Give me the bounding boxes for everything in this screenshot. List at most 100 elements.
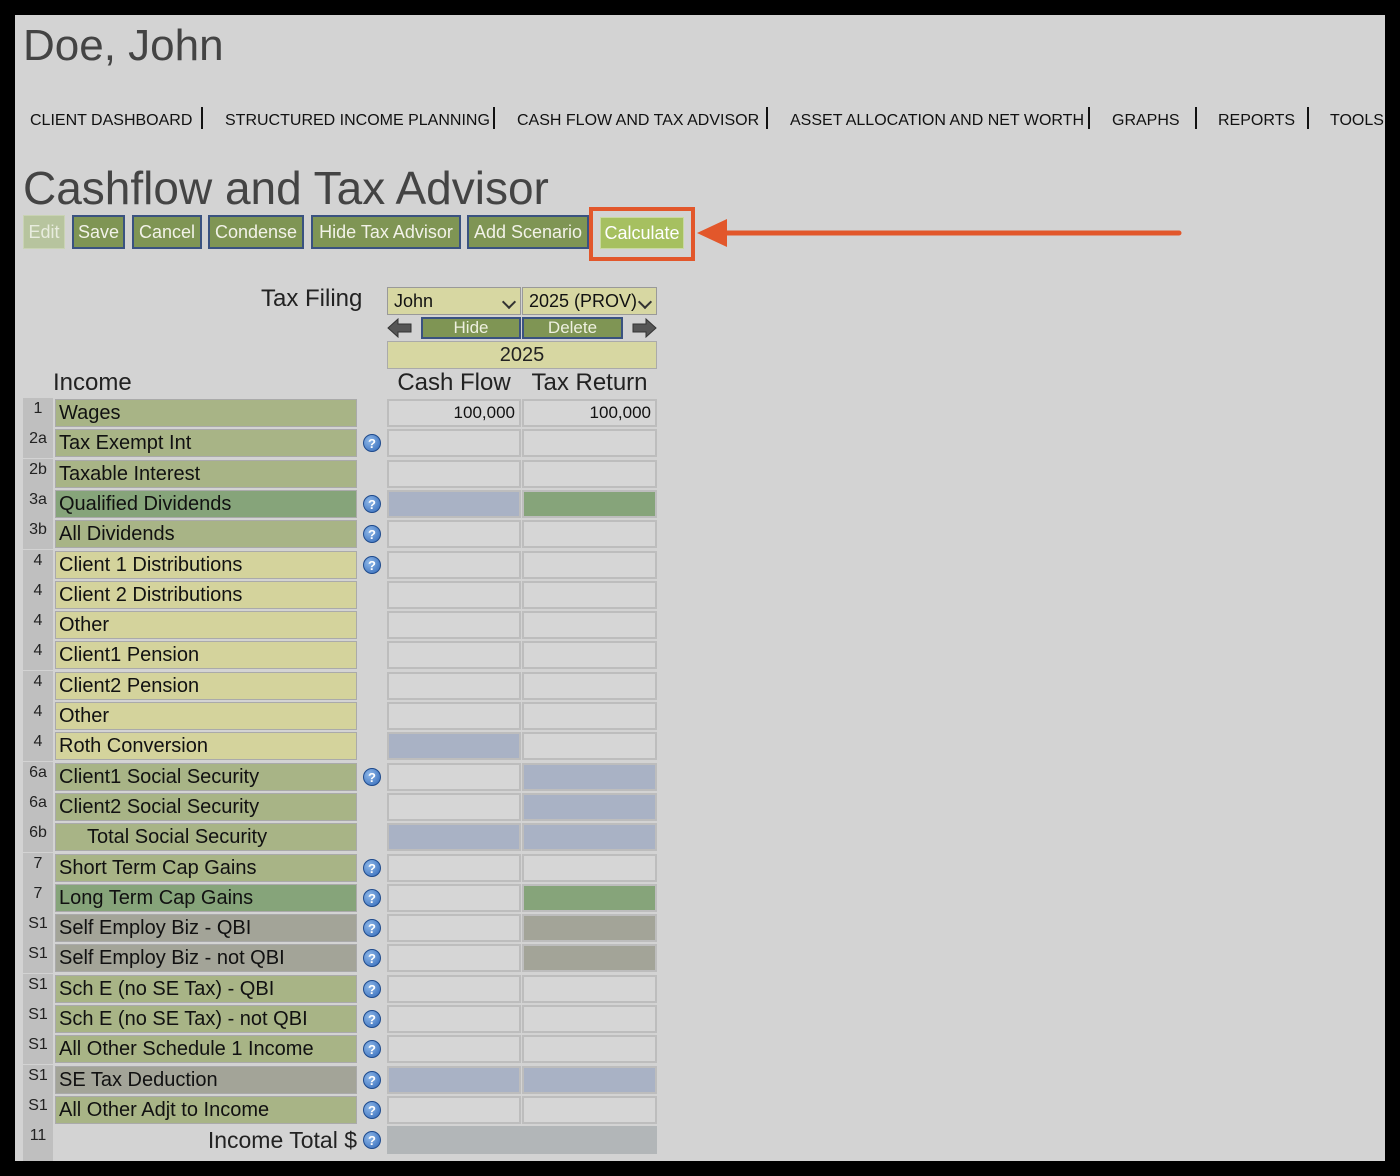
nav-client-dashboard[interactable]: CLIENT DASHBOARD	[30, 112, 193, 129]
help-icon[interactable]: ?	[363, 555, 381, 574]
tax-return-cell[interactable]	[522, 520, 657, 549]
help-icon[interactable]: ?	[363, 1010, 381, 1028]
help-icon[interactable]: ?	[363, 888, 381, 907]
line-number: S1	[23, 1064, 53, 1095]
condense-button[interactable]: Condense	[208, 215, 304, 249]
row-label: Other	[55, 611, 357, 640]
cash-flow-cell[interactable]	[387, 792, 521, 821]
row-label: Long Term Cap Gains	[55, 883, 357, 912]
tax-return-cell[interactable]	[522, 671, 657, 700]
nav-separator	[493, 107, 495, 129]
tax-return-cell[interactable]	[522, 1005, 657, 1033]
tax-return-cell[interactable]	[522, 1065, 657, 1094]
cash-flow-cell[interactable]	[387, 1095, 521, 1124]
arrow-right-icon[interactable]	[631, 318, 657, 338]
tax-return-cell[interactable]	[522, 459, 657, 488]
help-icon[interactable]: ?	[363, 919, 381, 938]
line-number: S1	[23, 1004, 53, 1034]
add-scenario-button[interactable]: Add Scenario	[467, 215, 589, 249]
help-icon[interactable]: ?	[363, 979, 381, 998]
tax-return-cell[interactable]	[522, 792, 657, 821]
table-row: S1 All Other Schedule 1 Income?	[15, 1034, 675, 1065]
table-row: 6b Total Social Security	[15, 822, 675, 853]
cash-flow-cell[interactable]	[387, 1065, 521, 1094]
tax-return-cell[interactable]	[522, 1035, 657, 1064]
tax-return-cell[interactable]	[522, 823, 657, 852]
chevron-down-icon	[637, 294, 653, 310]
tax-return-cell[interactable]	[522, 489, 657, 518]
tax-return-cell[interactable]	[522, 429, 657, 458]
cash-flow-cell[interactable]	[387, 1035, 521, 1064]
cash-flow-cell[interactable]	[387, 883, 521, 912]
delete-column-button[interactable]: Delete	[522, 317, 623, 339]
help-icon[interactable]: ?	[363, 858, 381, 877]
cash-flow-cell[interactable]	[387, 550, 521, 579]
cash-flow-cell[interactable]	[387, 853, 521, 882]
arrow-left-icon[interactable]	[387, 318, 413, 338]
line-number: 4	[23, 549, 53, 580]
nav-structured-income-planning[interactable]: STRUCTURED INCOME PLANNING	[225, 112, 490, 129]
cash-flow-cell[interactable]	[387, 489, 521, 518]
cash-flow-cell[interactable]	[387, 1005, 521, 1033]
help-icon[interactable]: ?	[363, 1100, 381, 1119]
line-number: 7	[23, 882, 53, 913]
cash-flow-cell[interactable]	[387, 974, 521, 1003]
edit-button[interactable]: Edit	[23, 215, 65, 249]
person-select[interactable]: John	[387, 287, 521, 315]
table-row: 4 Client2 Pension	[15, 670, 675, 701]
nav-tools[interactable]: TOOLS	[1330, 112, 1384, 129]
cash-flow-cell[interactable]	[387, 580, 521, 609]
tax-return-cell[interactable]	[522, 914, 657, 943]
hide-tax-advisor-button[interactable]: Hide Tax Advisor	[311, 215, 461, 249]
cash-flow-cell[interactable]	[387, 823, 521, 852]
help-icon[interactable]: ?	[363, 1131, 381, 1149]
nav-separator	[1088, 107, 1090, 129]
cash-flow-cell[interactable]	[387, 944, 521, 973]
help-icon[interactable]: ?	[363, 1040, 381, 1059]
tax-return-cell[interactable]	[522, 944, 657, 973]
tax-return-cell[interactable]	[522, 702, 657, 730]
tax-return-cell[interactable]	[522, 1095, 657, 1124]
help-icon[interactable]: ?	[363, 494, 381, 513]
nav-separator	[1195, 107, 1197, 129]
cash-flow-cell[interactable]	[387, 459, 521, 488]
tax-return-cell[interactable]: 100,000	[522, 399, 657, 427]
help-icon[interactable]: ?	[363, 434, 381, 453]
cash-flow-cell[interactable]	[387, 732, 521, 761]
nav-reports[interactable]: REPORTS	[1218, 112, 1296, 129]
nav-asset-allocation-net-worth[interactable]: ASSET ALLOCATION AND NET WORTH	[790, 112, 1084, 129]
cash-flow-cell[interactable]: 100,000	[387, 399, 521, 427]
help-icon[interactable]: ?	[363, 949, 381, 968]
tax-return-cell[interactable]	[522, 641, 657, 670]
calculate-button[interactable]: Calculate	[600, 217, 684, 249]
cash-flow-cell[interactable]	[387, 611, 521, 640]
tax-return-cell[interactable]	[522, 883, 657, 912]
cancel-button[interactable]: Cancel	[132, 215, 202, 249]
save-button[interactable]: Save	[72, 215, 125, 249]
cash-flow-cell[interactable]	[387, 520, 521, 549]
tax-return-cell[interactable]	[522, 853, 657, 882]
cash-flow-cell[interactable]	[387, 762, 521, 791]
nav-graphs[interactable]: GRAPHS	[1112, 112, 1180, 129]
client-name: Doe, John	[23, 21, 224, 70]
tax-return-cell[interactable]	[522, 580, 657, 609]
cash-flow-cell[interactable]	[387, 702, 521, 730]
year-select[interactable]: 2025 (PROV)	[522, 287, 657, 315]
row-label: All Dividends	[55, 520, 357, 549]
table-row: 4 Other	[15, 610, 675, 641]
tax-return-cell[interactable]	[522, 762, 657, 791]
cash-flow-cell[interactable]	[387, 641, 521, 670]
tax-return-cell[interactable]	[522, 732, 657, 761]
help-icon[interactable]: ?	[363, 525, 381, 544]
tax-return-cell[interactable]	[522, 550, 657, 579]
nav-cash-flow-tax-advisor[interactable]: CASH FLOW AND TAX ADVISOR	[517, 112, 760, 129]
tax-return-cell[interactable]	[522, 611, 657, 640]
cash-flow-cell[interactable]	[387, 429, 521, 458]
help-icon[interactable]: ?	[363, 767, 381, 786]
help-icon[interactable]: ?	[363, 1070, 381, 1089]
tax-return-cell[interactable]	[522, 974, 657, 1003]
hide-column-button[interactable]: Hide	[421, 317, 521, 339]
cash-flow-cell[interactable]	[387, 671, 521, 700]
cash-flow-cell[interactable]	[387, 914, 521, 943]
income-total-label: Income Total $	[207, 1127, 357, 1153]
